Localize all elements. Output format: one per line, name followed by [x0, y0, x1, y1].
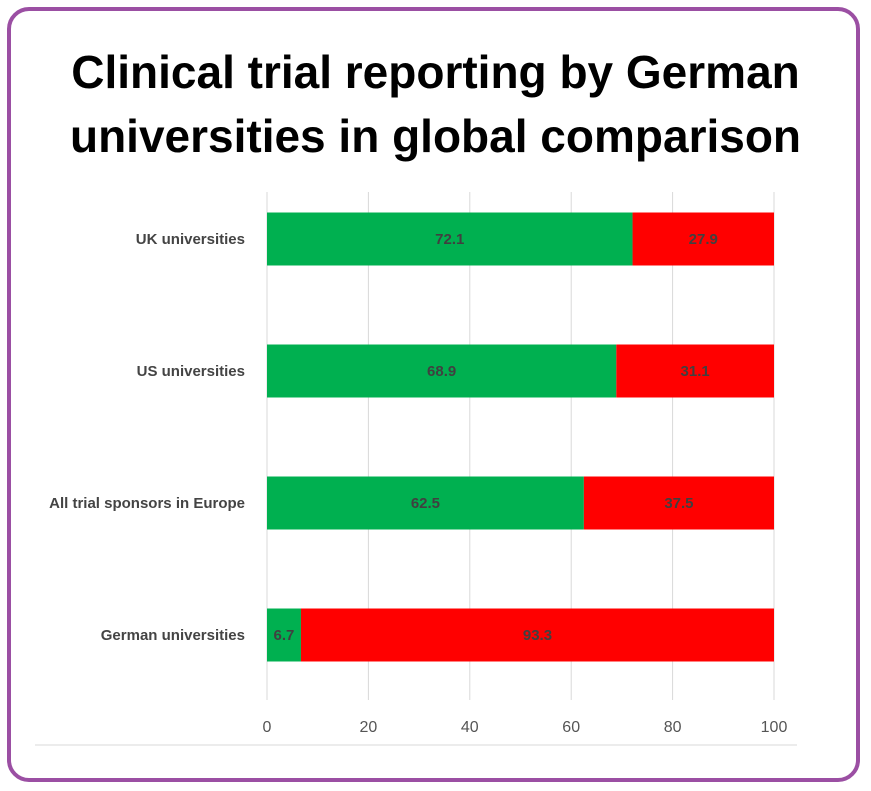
bar-0-0 — [267, 212, 633, 266]
bars — [267, 212, 774, 662]
data-label-0-1: 27.9 — [689, 231, 718, 248]
x-tick-label-2: 40 — [461, 719, 479, 736]
bar-2-0 — [267, 476, 584, 530]
x-tick-label-3: 60 — [562, 719, 580, 736]
data-labels: 72.1 27.9 68.9 31.1 62.5 37.5 6.7 93.3 — [274, 231, 718, 644]
bar-3-0 — [267, 608, 301, 662]
category-label-2: All trial sponsors in Europe — [49, 495, 245, 512]
chart-title: Clinical trial reporting by German unive… — [69, 46, 802, 162]
bar-0-1 — [632, 212, 774, 266]
x-tick-labels: 0 20 40 60 80 100 — [263, 719, 788, 736]
category-label-3: German universities — [101, 627, 245, 644]
bar-1-0 — [267, 344, 617, 398]
x-tick-label-1: 20 — [360, 719, 378, 736]
data-label-2-1: 37.5 — [664, 495, 693, 512]
x-tick-label-4: 80 — [664, 719, 682, 736]
data-label-1-1: 31.1 — [681, 363, 710, 380]
data-label-1-0: 68.9 — [427, 363, 456, 380]
category-labels: UK universities US universities All trial … — [49, 231, 245, 644]
data-label-2-0: 62.5 — [411, 495, 440, 512]
data-label-3-0: 6.7 — [274, 627, 295, 644]
bar-1-1 — [616, 344, 774, 398]
bar-3-1 — [300, 608, 774, 662]
data-label-3-1: 93.3 — [523, 627, 552, 644]
x-tick-label-5: 100 — [761, 719, 788, 736]
bar-2-1 — [583, 476, 774, 530]
data-label-0-0: 72.1 — [435, 231, 464, 248]
x-tick-label-0: 0 — [263, 719, 272, 736]
category-label-1: US universities — [137, 363, 245, 380]
category-label-0: UK universities — [136, 231, 245, 248]
